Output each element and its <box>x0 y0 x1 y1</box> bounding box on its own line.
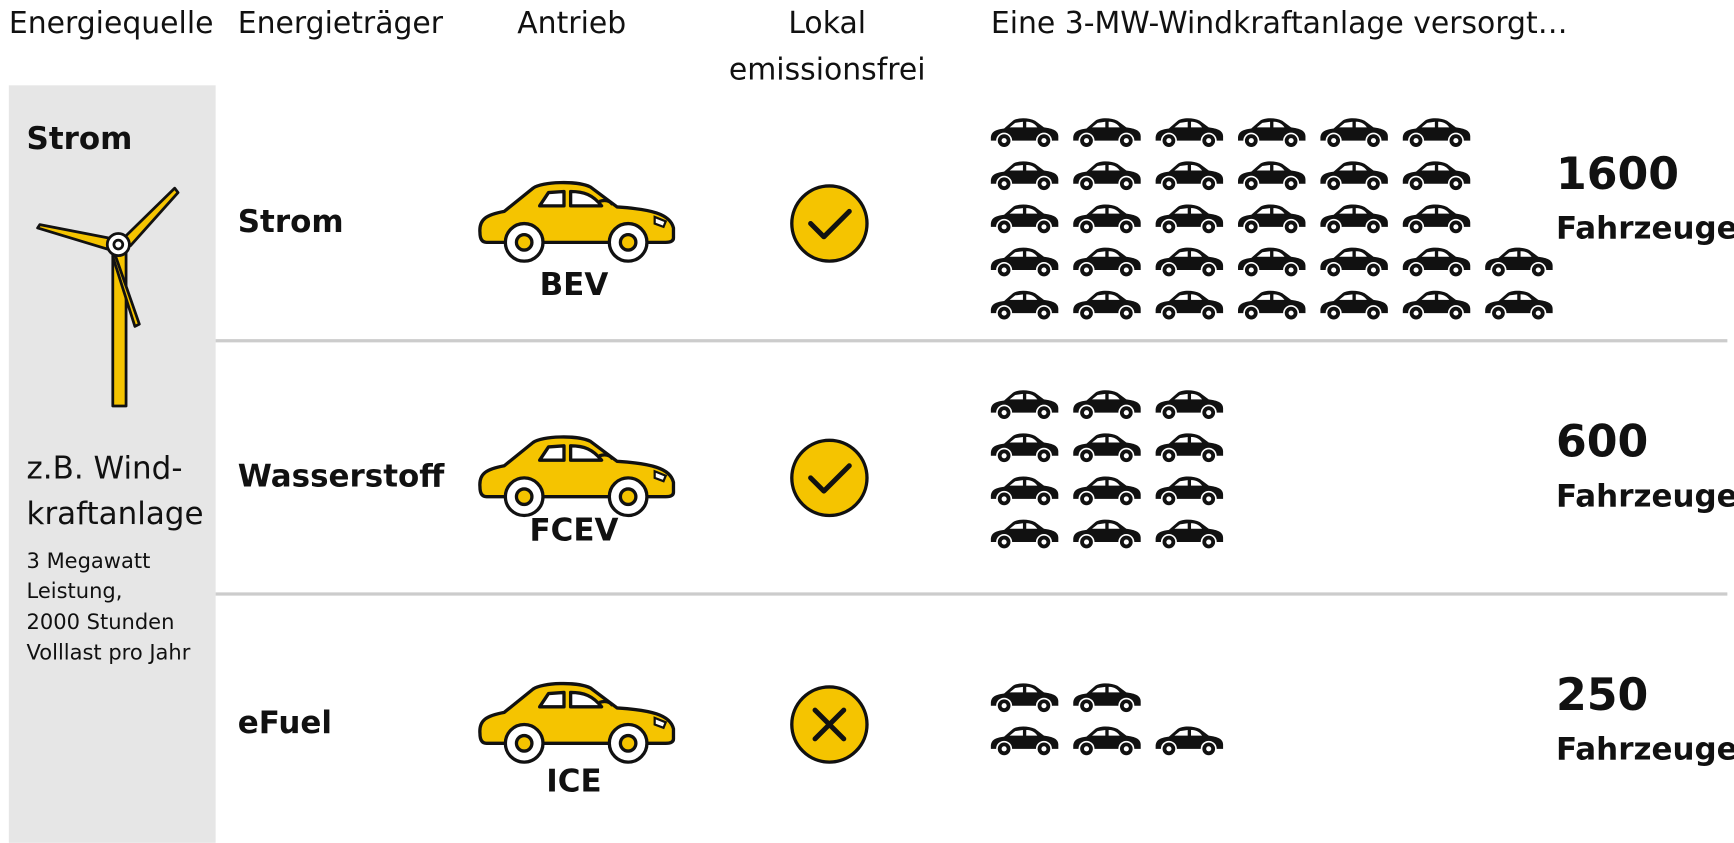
energy-carrier: Wasserstoff <box>238 458 446 494</box>
vehicle-unit: Fahrzeuge <box>1556 732 1734 768</box>
source-example: z.B. Wind- <box>27 451 183 487</box>
vehicle-icon <box>1073 161 1140 191</box>
vehicle-icon <box>1156 477 1223 507</box>
source-detail: Volllast pro Jahr <box>27 640 191 665</box>
vehicle-icon <box>1403 248 1470 278</box>
vehicle-icon <box>991 433 1058 463</box>
vehicle-icon <box>1238 118 1305 148</box>
vehicle-icon <box>991 390 1058 420</box>
header: Eine 3-MW-Windkraftanlage versorgt… <box>991 6 1568 41</box>
vehicle-icon <box>1073 433 1140 463</box>
energy-carrier: eFuel <box>238 705 332 741</box>
vehicle-icon <box>1320 248 1387 278</box>
vehicle-icon <box>1073 726 1140 756</box>
check-icon <box>792 186 867 261</box>
header: emissionsfrei <box>729 52 926 87</box>
vehicle-unit: Fahrzeuge <box>1556 478 1734 514</box>
icon-circle <box>792 186 867 261</box>
drive-type: BEV <box>540 267 609 303</box>
vehicle-count: 1600 <box>1556 149 1679 200</box>
vehicle-icon <box>1156 390 1223 420</box>
icon-circle <box>792 440 867 515</box>
vehicle-icon <box>1320 291 1387 321</box>
vehicle-icon <box>1238 291 1305 321</box>
vehicle-icon <box>1156 161 1223 191</box>
vehicle-icon <box>991 683 1058 713</box>
header: Energieträger <box>238 6 444 41</box>
vehicle-icon <box>1320 204 1387 234</box>
vehicle-icon <box>991 291 1058 321</box>
drive-type: FCEV <box>529 513 618 549</box>
vehicle-icon <box>1485 248 1552 278</box>
vehicle-icon <box>1073 291 1140 321</box>
vehicle-icon <box>1403 118 1470 148</box>
vehicle-icon <box>1073 683 1140 713</box>
source-detail: 2000 Stunden <box>27 609 175 634</box>
check-icon <box>792 440 867 515</box>
vehicle-icon <box>1073 520 1140 550</box>
infographic: Energiequelle Energieträger Antrieb Loka… <box>0 0 1734 843</box>
header: Antrieb <box>517 6 626 41</box>
vehicle-icon <box>991 248 1058 278</box>
vehicle-icon <box>991 726 1058 756</box>
vehicle-icon <box>1073 390 1140 420</box>
vehicle-icon <box>1156 520 1223 550</box>
energy-carrier: Strom <box>238 204 344 240</box>
vehicle-icon <box>1156 726 1223 756</box>
vehicle-icon <box>1485 291 1552 321</box>
vehicle-icon <box>1238 204 1305 234</box>
vehicle-icon <box>991 520 1058 550</box>
vehicle-icon <box>1403 204 1470 234</box>
cross-icon <box>792 687 867 762</box>
vehicle-icon <box>1320 161 1387 191</box>
vehicle-icon <box>991 118 1058 148</box>
vehicle-icon <box>991 161 1058 191</box>
source-detail: Leistung, <box>27 578 123 603</box>
source-detail: 3 Megawatt <box>27 548 151 573</box>
vehicle-icon <box>1238 248 1305 278</box>
vehicle-icon <box>1073 118 1140 148</box>
vehicle-count: 600 <box>1556 417 1648 468</box>
vehicle-icon <box>1156 433 1223 463</box>
vehicle-icon <box>1073 204 1140 234</box>
car-illustration <box>480 684 674 763</box>
header: Lokal <box>788 6 866 41</box>
vehicle-count: 250 <box>1556 670 1648 721</box>
header: Energiequelle <box>9 6 214 41</box>
vehicle-icon <box>991 204 1058 234</box>
vehicle-icon <box>1156 204 1223 234</box>
vehicle-icon <box>1320 118 1387 148</box>
car-illustration <box>480 183 674 262</box>
vehicle-icon <box>1156 248 1223 278</box>
vehicle-icon <box>1403 291 1470 321</box>
drive-type: ICE <box>546 764 601 800</box>
vehicle-icon <box>1403 161 1470 191</box>
car-illustration <box>480 437 674 516</box>
vehicle-icon <box>1156 118 1223 148</box>
vehicle-icon <box>1156 291 1223 321</box>
vehicle-icon <box>1073 477 1140 507</box>
vehicle-icon <box>991 477 1058 507</box>
source-example: kraftanlage <box>27 496 204 532</box>
vehicle-unit: Fahrzeuge <box>1556 211 1734 247</box>
vehicle-icon <box>1073 248 1140 278</box>
source-title: Strom <box>27 121 133 157</box>
vehicle-icon <box>1238 161 1305 191</box>
